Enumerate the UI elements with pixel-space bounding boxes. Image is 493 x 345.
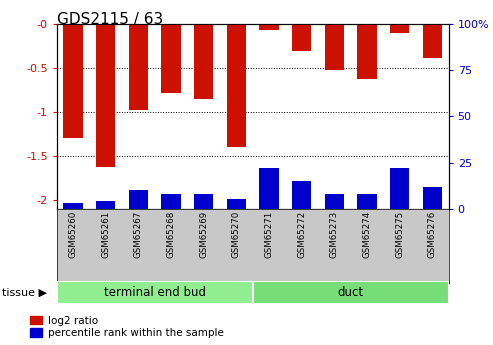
Text: GSM65276: GSM65276 (428, 211, 437, 258)
Bar (226, 24, 246, 147)
Text: GSM65270: GSM65270 (232, 211, 241, 258)
Text: GSM65269: GSM65269 (199, 211, 208, 258)
Bar (292, 181, 312, 209)
Bar (57, 281, 252, 304)
Bar (357, 24, 377, 79)
Bar (324, 194, 344, 209)
Text: GSM65261: GSM65261 (101, 211, 110, 258)
Text: GSM65272: GSM65272 (297, 211, 306, 258)
Text: terminal end bud: terminal end bud (104, 286, 206, 299)
Bar (161, 194, 181, 209)
Bar (161, 24, 181, 93)
Bar (194, 194, 213, 209)
Bar (423, 187, 442, 209)
Text: GSM65271: GSM65271 (264, 211, 274, 258)
Bar (259, 168, 279, 209)
Text: GSM65260: GSM65260 (69, 211, 77, 258)
Legend: log2 ratio, percentile rank within the sample: log2 ratio, percentile rank within the s… (30, 316, 223, 338)
Bar (423, 24, 442, 58)
Text: GSM65275: GSM65275 (395, 211, 404, 258)
Text: duct: duct (338, 286, 364, 299)
Bar (129, 190, 148, 209)
Bar (96, 24, 115, 167)
Bar (324, 24, 344, 70)
Bar (63, 24, 83, 138)
Text: GSM65274: GSM65274 (362, 211, 372, 258)
Bar (292, 24, 312, 50)
Bar (390, 168, 409, 209)
Bar (63, 203, 83, 209)
Text: tissue ▶: tissue ▶ (2, 287, 47, 297)
Bar (252, 281, 449, 304)
Text: GDS2115 / 63: GDS2115 / 63 (57, 12, 163, 27)
Bar (194, 24, 213, 99)
Text: GSM65268: GSM65268 (167, 211, 176, 258)
Bar (357, 194, 377, 209)
Text: GSM65273: GSM65273 (330, 211, 339, 258)
Bar (96, 201, 115, 209)
Bar (226, 199, 246, 209)
Text: GSM65267: GSM65267 (134, 211, 143, 258)
Bar (390, 24, 409, 33)
Bar (259, 24, 279, 30)
Bar (129, 24, 148, 110)
